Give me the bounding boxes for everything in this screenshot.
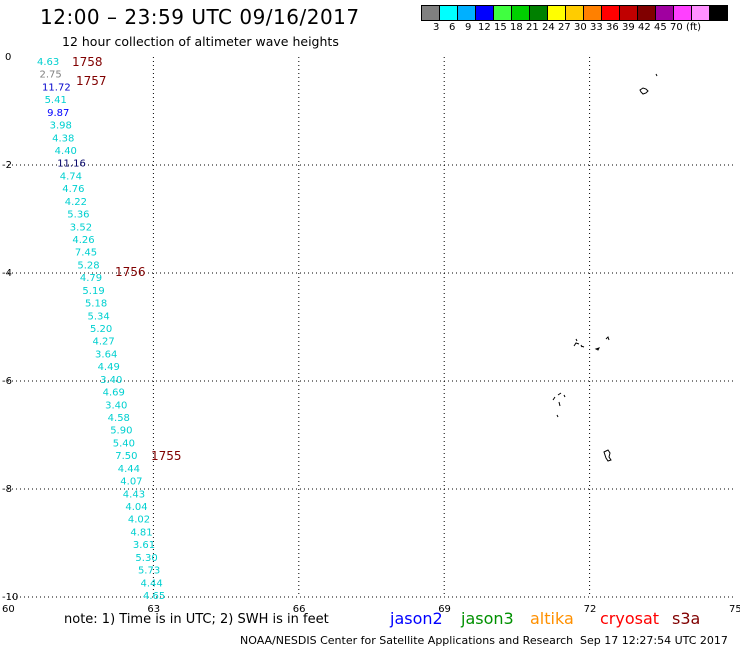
legend-label: 27	[558, 22, 571, 33]
wave-height-value: 4.43	[123, 489, 145, 500]
wave-height-value: 3.52	[70, 222, 92, 233]
satellite-cryosat: cryosat	[600, 609, 660, 628]
wave-height-value: 3.61	[133, 540, 155, 551]
wave-height-value: 4.02	[128, 515, 150, 526]
island-a	[655, 73, 658, 77]
latitude-label: -10	[2, 592, 19, 603]
latitude-label: -8	[2, 484, 12, 495]
island-c	[573, 338, 585, 348]
wave-height-value: 5.34	[87, 311, 109, 322]
pass-time-label: 1758	[72, 55, 103, 69]
island-f	[603, 449, 612, 462]
color-legend	[421, 5, 728, 21]
longitude-label: 60	[2, 604, 15, 615]
longitude-label: 72	[583, 604, 597, 615]
wave-height-value: 4.76	[62, 184, 84, 195]
wave-height-value: 4.69	[103, 388, 125, 399]
wave-height-value: 4.74	[60, 171, 82, 182]
wave-height-value: 4.07	[120, 477, 142, 488]
pass-time-label: 1756	[115, 265, 146, 279]
wave-height-value: 3.64	[95, 349, 117, 360]
legend-label: 45	[654, 22, 667, 33]
legend-swatch	[709, 5, 728, 21]
legend-label: 33	[590, 22, 603, 33]
wave-height-value: 4.79	[80, 273, 102, 284]
wave-height-value: 9.87	[47, 108, 69, 119]
agency-credit: NOAA/NESDIS Center for Satellite Applica…	[240, 634, 574, 647]
wave-height-value: 5.28	[77, 260, 99, 271]
latitude-label: 0	[5, 52, 12, 63]
legend-label: 36	[606, 22, 619, 33]
legend-label: 15	[494, 22, 507, 33]
longitude-label: 63	[147, 604, 161, 615]
wave-height-value: 4.04	[125, 502, 147, 513]
units-note: note: 1) Time is in UTC; 2) SWH is in fe…	[64, 612, 329, 627]
wave-height-value: 4.49	[98, 362, 120, 373]
wave-height-value: 4.44	[118, 464, 140, 475]
wave-height-value: 3.98	[50, 121, 72, 132]
longitude-label: 69	[438, 604, 451, 615]
wave-height-value: 5.73	[138, 566, 160, 577]
wave-height-value: 5.30	[135, 553, 157, 564]
wave-height-value: 4.22	[65, 197, 87, 208]
map-title: 12:00 – 23:59 UTC 09/16/2017	[40, 5, 360, 29]
map-subtitle: 12 hour collection of altimeter wave hei…	[62, 34, 339, 49]
wave-height-value: 4.27	[93, 337, 115, 348]
satellite-s3a: s3a	[672, 609, 701, 628]
generated-timestamp: Sep 17 12:27:54 UTC 2017	[580, 634, 728, 647]
wave-height-value: 3.40	[105, 400, 127, 411]
legend-label: (ft)	[686, 22, 702, 33]
wave-height-value: 4.38	[52, 133, 74, 144]
latitude-label: -4	[2, 268, 12, 279]
wave-height-value: 4.44	[140, 578, 162, 589]
legend-label: 6	[449, 22, 456, 33]
legend-label: 21	[526, 22, 539, 33]
pass-time-labels: 1758 1757 1756 1755	[72, 55, 182, 463]
satellite-jason3: jason3	[461, 609, 514, 628]
longitude-label: 75	[729, 604, 740, 615]
wave-height-value: 7.45	[75, 248, 97, 259]
wave-height-value: 5.40	[113, 438, 135, 449]
legend-label: 9	[465, 22, 472, 33]
wave-height-value: 4.26	[72, 235, 94, 246]
pass-time-label: 1757	[76, 74, 107, 88]
island-d	[594, 336, 610, 351]
wave-height-value: 5.41	[45, 95, 67, 106]
wave-height-value: 4.63	[37, 57, 59, 68]
legend-label: 30	[574, 22, 587, 33]
wave-height-value: 5.19	[82, 286, 104, 297]
legend-label: 70	[670, 22, 683, 33]
legend-label: 18	[510, 22, 523, 33]
latitude-label: -6	[2, 376, 12, 387]
legend-label: 39	[622, 22, 635, 33]
island-e	[552, 392, 566, 418]
wave-height-value: 4.40	[55, 146, 77, 157]
island-b	[639, 87, 649, 95]
islands	[552, 73, 658, 462]
longitude-label: 66	[292, 604, 306, 615]
legend-label: 3	[433, 22, 440, 33]
legend-label: 24	[542, 22, 555, 33]
wave-height-value: 3.40	[100, 375, 122, 386]
wave-height-value: 5.90	[110, 426, 132, 437]
wave-height-value: 4.65	[143, 591, 165, 602]
wave-height-values: 4.632.7511.725.419.873.984.384.4011.164.…	[37, 57, 165, 602]
legend-label: 42	[638, 22, 651, 33]
pass-time-label: 1755	[151, 449, 182, 463]
wave-height-value: 5.18	[85, 299, 107, 310]
satellite-jason2: jason2	[390, 609, 443, 628]
wave-height-value: 11.72	[42, 82, 71, 93]
wave-height-value: 2.75	[40, 70, 62, 81]
wave-height-value: 7.50	[115, 451, 137, 462]
satellite-altika: altika	[530, 609, 574, 628]
wave-height-value: 5.20	[90, 324, 112, 335]
latitude-label: -2	[2, 160, 12, 171]
wave-height-value: 5.36	[67, 210, 89, 221]
graticule	[8, 57, 735, 598]
legend-label: 12	[478, 22, 491, 33]
wave-height-value: 4.81	[130, 527, 152, 538]
wave-height-value: 11.16	[57, 159, 86, 170]
wave-height-value: 4.58	[108, 413, 130, 424]
